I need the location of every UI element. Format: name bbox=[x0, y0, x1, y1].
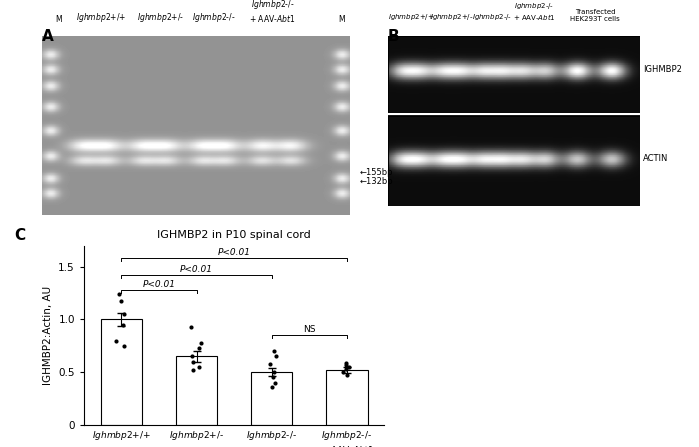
Point bbox=[340, 365, 351, 372]
Bar bbox=[101, 320, 142, 425]
Point bbox=[269, 379, 280, 386]
Bar bbox=[176, 356, 217, 425]
Text: $\it{Ighmbp2}$-/-
+ AAV-$\it{Abt1}$: $\it{Ighmbp2}$-/- + AAV-$\it{Abt1}$ bbox=[513, 0, 556, 22]
Text: ACTIN: ACTIN bbox=[643, 154, 668, 163]
Point bbox=[268, 347, 280, 354]
Text: M: M bbox=[338, 15, 345, 24]
Text: P<0.01: P<0.01 bbox=[143, 280, 175, 289]
Text: P<0.01: P<0.01 bbox=[217, 249, 251, 257]
Point bbox=[271, 353, 282, 360]
Point bbox=[186, 323, 197, 330]
Point bbox=[119, 342, 130, 350]
Point bbox=[340, 359, 352, 366]
Point bbox=[187, 358, 199, 365]
Text: IGHMBP2: IGHMBP2 bbox=[643, 65, 682, 74]
Bar bbox=[388, 116, 640, 206]
Bar bbox=[326, 370, 368, 425]
Point bbox=[118, 311, 129, 318]
Text: Transfected
HEK293T cells: Transfected HEK293T cells bbox=[570, 9, 620, 22]
Title: IGHMBP2 in P10 spinal cord: IGHMBP2 in P10 spinal cord bbox=[157, 229, 311, 240]
Point bbox=[267, 374, 278, 381]
Point bbox=[194, 363, 205, 371]
Point bbox=[338, 368, 349, 375]
Point bbox=[188, 367, 199, 374]
Point bbox=[117, 321, 129, 328]
Text: C: C bbox=[14, 228, 25, 243]
Text: A: A bbox=[42, 29, 54, 44]
Point bbox=[268, 368, 280, 375]
Text: ←132bp: ←132bp bbox=[360, 177, 394, 186]
Point bbox=[116, 297, 127, 304]
Point bbox=[340, 361, 352, 368]
Y-axis label: IGHMBP2:Actin, AU: IGHMBP2:Actin, AU bbox=[43, 286, 52, 385]
Point bbox=[111, 337, 122, 344]
Text: B: B bbox=[388, 29, 400, 44]
Text: $\it{Ighmbp2}$-/-: $\it{Ighmbp2}$-/- bbox=[192, 11, 236, 24]
Text: $\it{Ighmbp2}$+/-: $\it{Ighmbp2}$+/- bbox=[136, 11, 184, 24]
Text: ←155bp: ←155bp bbox=[360, 168, 394, 177]
Point bbox=[343, 363, 354, 371]
Text: $\it{Ighmbp2}$+/+: $\it{Ighmbp2}$+/+ bbox=[76, 11, 127, 24]
Point bbox=[193, 344, 204, 351]
Point bbox=[113, 291, 124, 298]
Point bbox=[264, 360, 275, 367]
Text: $\it{Ighmbp2}$-/-
+ AAV-$\it{Abt1}$: $\it{Ighmbp2}$-/- + AAV-$\it{Abt1}$ bbox=[250, 0, 296, 24]
Point bbox=[342, 371, 353, 379]
Bar bbox=[251, 372, 292, 425]
Text: NS: NS bbox=[303, 325, 315, 334]
Text: $\it{Ighmbp2}$+/-: $\it{Ighmbp2}$+/- bbox=[431, 12, 474, 22]
Text: M: M bbox=[55, 15, 62, 24]
Text: $\it{Ighmbp2}$-/-: $\it{Ighmbp2}$-/- bbox=[472, 12, 512, 22]
Point bbox=[196, 339, 207, 346]
Text: P<0.01: P<0.01 bbox=[180, 265, 213, 274]
Point bbox=[266, 383, 278, 390]
Point bbox=[187, 353, 198, 360]
Text: $\it{Ighmbp2}$+/+: $\it{Ighmbp2}$+/+ bbox=[387, 12, 434, 22]
Bar bbox=[388, 36, 640, 112]
